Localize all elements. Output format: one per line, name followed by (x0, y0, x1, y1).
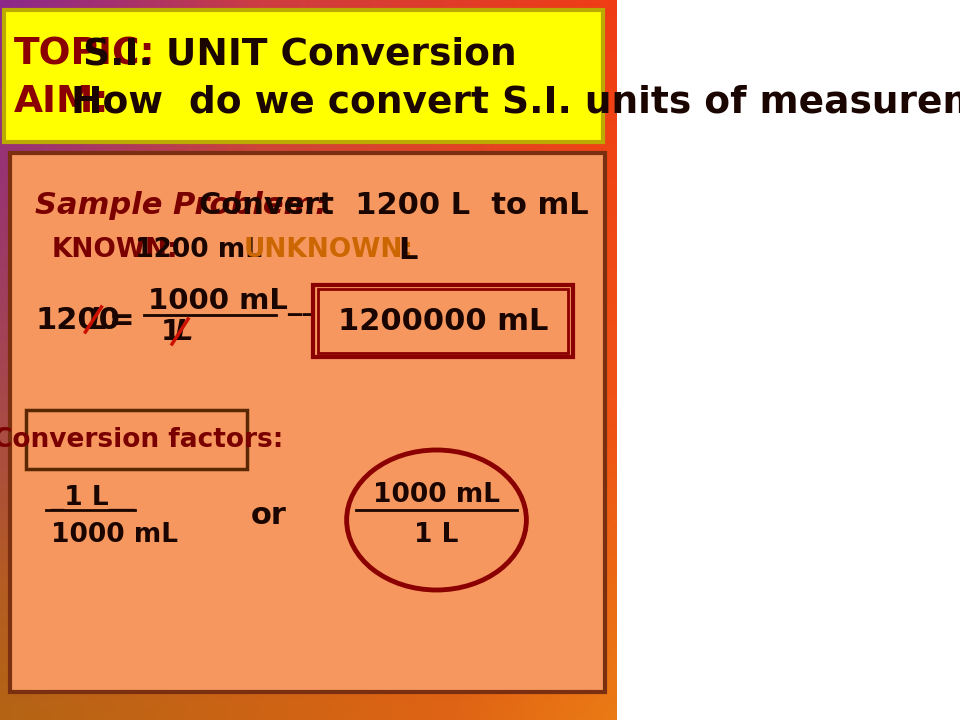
Text: or: or (251, 500, 286, 529)
FancyBboxPatch shape (4, 10, 604, 142)
Text: 1: 1 (160, 318, 180, 346)
Text: L: L (175, 318, 193, 346)
Text: _1 L__: _1 L__ (51, 485, 135, 511)
Text: UNKNOWN:: UNKNOWN: (244, 237, 414, 263)
Text: 1000 mL: 1000 mL (51, 522, 179, 548)
Text: =: = (109, 305, 134, 335)
Text: KNOWN:: KNOWN: (51, 237, 178, 263)
Text: 1200000 mL: 1200000 mL (338, 307, 548, 336)
Text: 1000 mL__: 1000 mL__ (148, 288, 317, 316)
Text: S.I. UNIT Conversion: S.I. UNIT Conversion (84, 36, 517, 72)
Text: 1200: 1200 (36, 305, 120, 335)
Text: L: L (88, 305, 108, 335)
Text: L: L (398, 235, 418, 264)
Text: 1000 mL: 1000 mL (373, 482, 500, 508)
FancyBboxPatch shape (313, 285, 572, 357)
FancyBboxPatch shape (11, 153, 605, 692)
Text: Sample Problem:: Sample Problem: (36, 191, 327, 220)
Text: Convert  1200 L  to mL: Convert 1200 L to mL (199, 191, 588, 220)
Text: How  do we convert S.I. units of measurement?: How do we convert S.I. units of measurem… (71, 84, 960, 120)
FancyBboxPatch shape (26, 410, 247, 469)
Text: AIM:: AIM: (14, 84, 109, 120)
Text: 1200 mL: 1200 mL (134, 237, 262, 263)
Text: Conversion factors:: Conversion factors: (0, 427, 283, 453)
Text: 1 L: 1 L (415, 522, 459, 548)
Text: TOPIC:: TOPIC: (14, 36, 156, 72)
